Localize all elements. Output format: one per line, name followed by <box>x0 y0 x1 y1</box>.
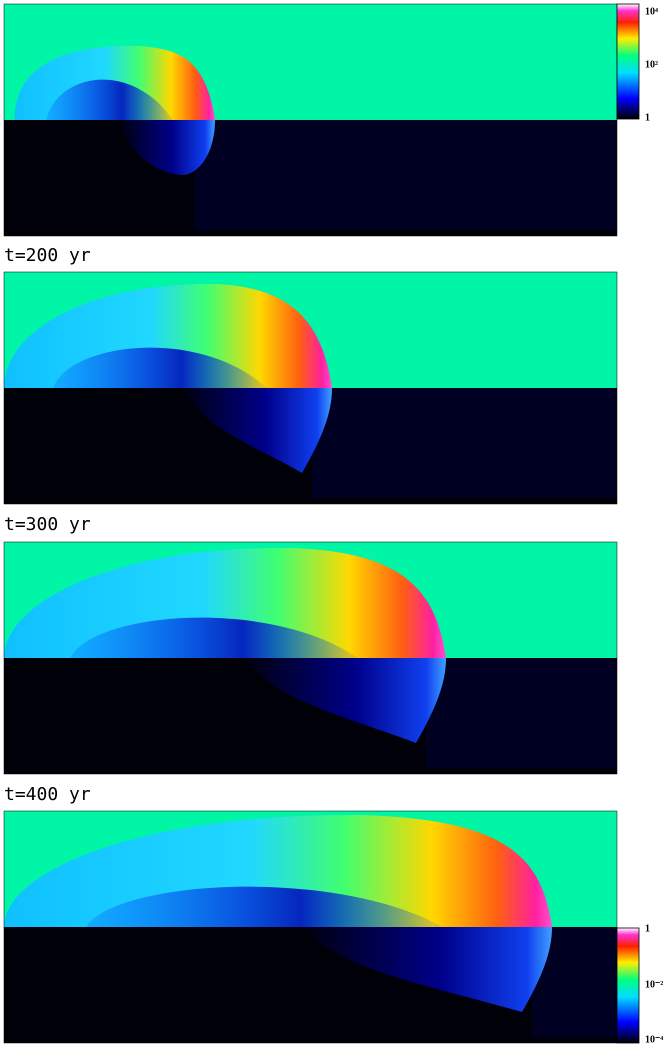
time-label: t=200 yr <box>4 245 91 266</box>
colorbar-tick-label: 10⁻² <box>645 979 663 990</box>
colorbar-tick-label: 1 <box>645 923 650 934</box>
time-label: t=300 yr <box>4 514 91 535</box>
colorbar <box>617 4 639 119</box>
figure: t=200 yr t=300 yr t=400 yr 10⁴ 10² 1 1 1… <box>0 0 670 1048</box>
colorbar-tick-label: 10⁴ <box>645 6 658 17</box>
wake-lower <box>426 658 617 768</box>
colorbar <box>617 928 639 1043</box>
colorbar-tick-label: 1 <box>645 112 650 123</box>
time-label: t=400 yr <box>4 784 91 805</box>
wake-lower <box>312 388 617 498</box>
colorbar-tick-label: 10⁻⁴ <box>645 1034 663 1045</box>
colorbar-tick-label: 10² <box>645 59 658 70</box>
wake-lower <box>195 120 617 230</box>
panels <box>4 4 617 1043</box>
